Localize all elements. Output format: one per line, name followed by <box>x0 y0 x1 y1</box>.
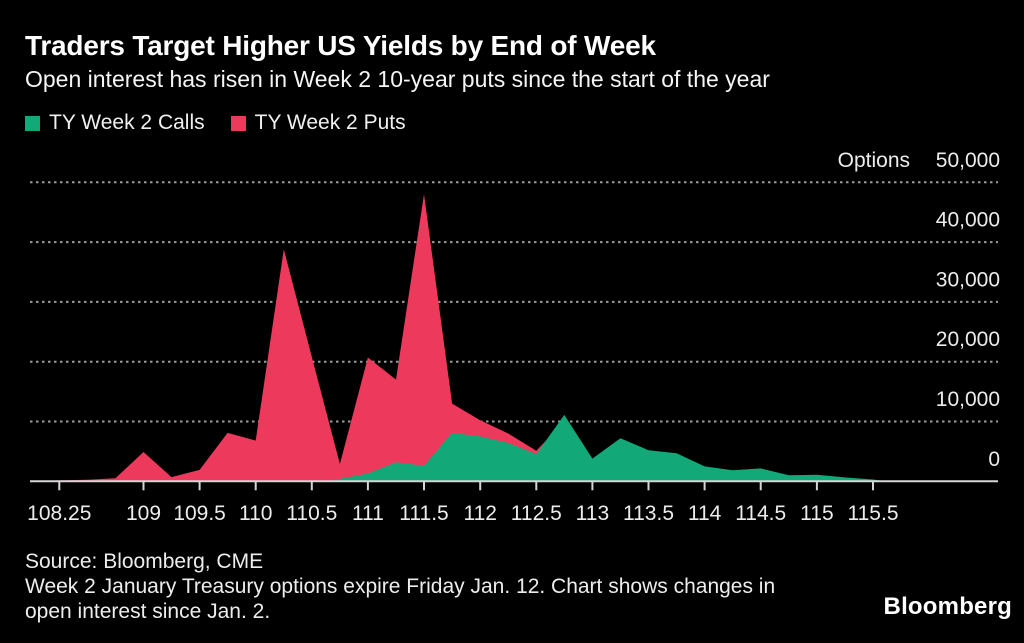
y-tick-label: 20,000 <box>936 328 1000 351</box>
x-tick-label: 110.5 <box>286 502 337 525</box>
bloomberg-logo: Bloomberg <box>883 593 1012 620</box>
x-tick-label: 112 <box>463 502 496 525</box>
x-tick-label: 114 <box>688 502 722 525</box>
chart-footnote: Source: Bloomberg, CME Week 2 January Tr… <box>25 549 885 624</box>
x-tick-label: 113 <box>576 502 609 525</box>
x-tick-label: 111 <box>352 502 384 525</box>
x-axis-ticks: 108.25 109 109.5 110 110.5 111 111.5 112 112.5 11… <box>27 481 899 525</box>
footnote-line-2: open interest since Jan. 2. <box>25 600 271 623</box>
x-tick-label: 112.5 <box>511 502 562 525</box>
legend-item-puts: TY Week 2 Puts <box>230 111 406 135</box>
x-tick-label: 109.5 <box>173 502 226 525</box>
source-text: Source: Bloomberg, CME <box>25 550 264 573</box>
x-tick-label: 109 <box>126 502 161 525</box>
chart-legend: TY Week 2 Calls TY Week 2 Puts <box>25 111 406 135</box>
gridlines <box>30 181 998 423</box>
series-area-ty-week-2-puts <box>31 194 761 482</box>
x-tick-label: 113.5 <box>623 502 674 525</box>
x-tick-label: 114.5 <box>735 502 786 525</box>
x-tick-label: 110 <box>239 502 272 525</box>
y-axis-unit-label: Options <box>838 149 910 172</box>
y-tick-label: 10,000 <box>936 388 1000 411</box>
page-title: Traders Target Higher US Yields by End o… <box>25 30 656 61</box>
y-axis-labels: 0 10,000 20,000 30,000 40,000 50,000 <box>936 149 1000 471</box>
y-tick-label: 40,000 <box>936 209 1000 232</box>
page-subtitle: Open interest has risen in Week 2 10-yea… <box>25 66 770 92</box>
legend-swatch-calls-icon <box>25 115 40 131</box>
x-tick-label: 108.25 <box>27 502 91 525</box>
legend-swatch-puts-icon <box>230 115 246 131</box>
y-tick-label: 30,000 <box>936 268 1000 291</box>
legend-label-puts: TY Week 2 Puts <box>254 111 406 134</box>
legend-item-calls: TY Week 2 Calls <box>25 111 205 135</box>
footnote-line-1: Week 2 January Treasury options expire F… <box>25 575 776 598</box>
legend-label-calls: TY Week 2 Calls <box>49 111 205 134</box>
y-tick-label: 50,000 <box>936 149 1000 172</box>
series-area-ty-week-2-calls <box>328 414 887 482</box>
x-tick-label: 115.5 <box>848 502 899 525</box>
y-tick-label: 0 <box>988 448 1000 471</box>
x-tick-label: 115 <box>800 502 833 525</box>
x-tick-label: 111.5 <box>399 502 448 525</box>
